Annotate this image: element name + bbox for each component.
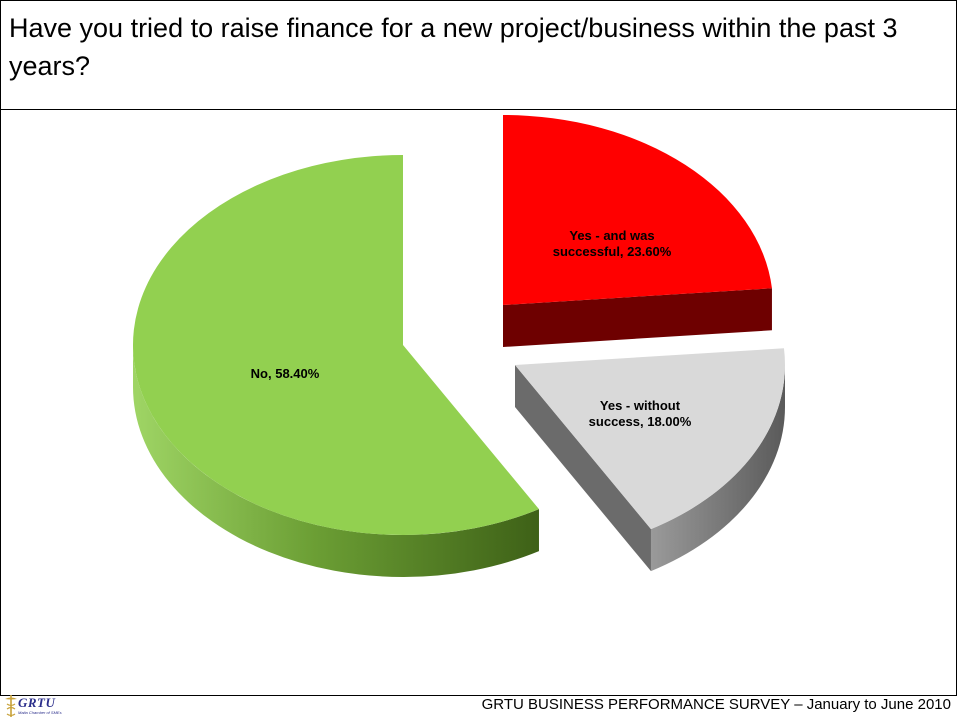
caduceus-icon [5,695,17,717]
slice-successful-top [503,115,772,305]
slice-without-success-top [515,348,785,530]
slice-no-top [133,155,539,535]
slice-without-success-wall [650,365,785,572]
slice-successful-cut [503,288,772,347]
footer-text: GRTU BUSINESS PERFORMANCE SURVEY – Janua… [481,696,951,713]
slide-title: Have you tried to raise finance for a ne… [9,13,898,81]
grtu-logo: GRTU Malta Chamber of SMEs [4,693,74,719]
label-successful: Yes - and was successful, 23.60% [553,228,672,259]
slice-no-wall [133,345,539,577]
logo-tagline: Malta Chamber of SMEs [18,710,62,715]
label-without-success: Yes - without success, 18.00% [589,398,692,429]
pie-chart: Yes - and was successful, 23.60% Yes - wit… [133,115,785,577]
slice-successful [503,115,772,347]
logo-wordmark: GRTU [18,695,56,710]
title-box: Have you tried to raise finance for a ne… [1,1,956,110]
slice-without-success-cut [515,365,651,572]
slice-no [133,155,539,577]
slice-without-success [515,348,785,572]
label-no: No, 58.40% [251,366,320,381]
pie-layer: Yes - and was successful, 23.60% Yes - wit… [133,115,785,577]
